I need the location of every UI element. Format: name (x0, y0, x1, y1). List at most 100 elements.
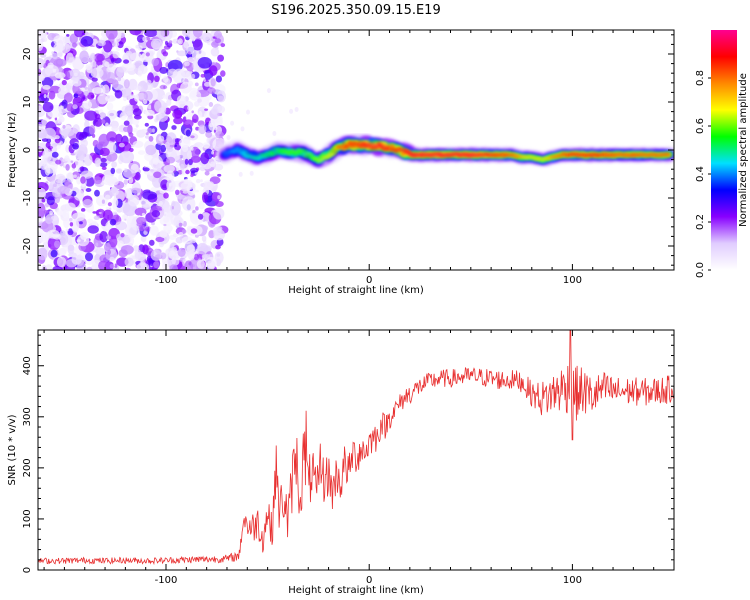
noise-speckle (172, 233, 179, 238)
noise-speckle (214, 30, 222, 39)
noise-speckle (92, 211, 97, 214)
noise-speckle (184, 61, 190, 67)
noise-speckle (130, 95, 134, 100)
noise-speckle (144, 227, 150, 232)
noise-speckle (166, 170, 175, 182)
noise-speckle (171, 257, 180, 266)
noise-speckle (145, 52, 150, 57)
noise-speckle (105, 194, 111, 200)
noise-speckle (199, 166, 206, 172)
noise-speckle (101, 199, 105, 204)
noise-speckle (73, 174, 77, 178)
colorbar-gradient (711, 30, 737, 270)
noise-speckle (149, 239, 155, 246)
noise-speckle (56, 209, 64, 216)
ridge-segment (319, 159, 324, 162)
noise-speckle (240, 126, 245, 132)
noise-speckle (99, 147, 110, 157)
noise-speckle (289, 108, 294, 114)
noise-speckle (72, 79, 82, 87)
noise-region (38, 30, 299, 270)
noise-speckle (118, 174, 123, 183)
spectrogram-x-tick-label: 100 (563, 275, 582, 286)
noise-speckle (168, 40, 173, 44)
noise-speckle (110, 167, 116, 175)
ridge-segment (400, 152, 405, 156)
noise-speckle (51, 151, 59, 158)
noise-speckle (101, 174, 114, 186)
ridge-segment (512, 154, 517, 157)
noise-speckle (132, 140, 144, 148)
noise-speckle (137, 70, 143, 77)
ridge-segment (327, 152, 332, 156)
ridge-segment (270, 152, 275, 156)
noise-speckle (66, 34, 70, 37)
noise-speckle (94, 113, 101, 120)
noise-speckle (85, 252, 93, 262)
noise-speckle (42, 37, 48, 42)
noise-speckle (41, 119, 48, 126)
noise-speckle (124, 267, 131, 270)
noise-speckle (38, 202, 46, 218)
ridge-segment (268, 151, 273, 155)
noise-speckle (112, 79, 119, 89)
noise-speckle (178, 179, 193, 192)
noise-speckle (128, 223, 137, 239)
ridge-segment (315, 158, 320, 161)
ridge-segment (345, 143, 351, 148)
noise-speckle (151, 128, 155, 133)
ridge-segment (403, 150, 407, 154)
noise-speckle (84, 154, 93, 166)
noise-speckle (67, 244, 75, 252)
noise-speckle (83, 100, 93, 110)
noise-speckle (47, 111, 51, 116)
noise-speckle (133, 114, 142, 120)
noise-speckle (216, 105, 226, 114)
noise-speckle (144, 109, 155, 117)
noise-speckle (71, 255, 82, 265)
noise-speckle (187, 51, 191, 55)
noise-speckle (111, 161, 117, 168)
noise-speckle (205, 257, 217, 269)
noise-speckle (197, 213, 204, 220)
ridge-segment (254, 156, 259, 159)
noise-speckle (78, 150, 85, 161)
noise-speckle (130, 52, 142, 61)
noise-speckle (211, 106, 219, 115)
noise-speckle (123, 126, 130, 132)
noise-speckle (159, 229, 168, 238)
ridge-segment (299, 152, 304, 156)
noise-speckle (79, 221, 83, 225)
noise-speckle (99, 230, 108, 243)
noise-speckle (55, 159, 62, 165)
noise-speckle (115, 221, 127, 231)
noise-speckle (200, 225, 209, 232)
noise-speckle (192, 39, 203, 51)
noise-speckle (123, 79, 130, 89)
noise-speckle (201, 235, 207, 242)
noise-speckle (87, 225, 99, 234)
noise-speckle (109, 218, 117, 226)
spectrogram-y-tick-label: -10 (22, 190, 33, 206)
noise-speckle (111, 125, 119, 132)
noise-speckle (109, 207, 112, 211)
ridge-segment (512, 153, 517, 157)
noise-speckle (148, 135, 154, 142)
noise-speckle (167, 147, 173, 153)
noise-speckle (159, 84, 168, 90)
noise-speckle (193, 113, 197, 119)
noise-speckle (107, 249, 111, 255)
ridge-segment (323, 156, 328, 159)
noise-speckle (101, 182, 105, 186)
noise-speckle (65, 52, 74, 65)
snr-y-ticks: 0 100 200 300 400 (22, 334, 674, 573)
noise-speckle (226, 135, 231, 140)
noise-speckle (215, 75, 222, 83)
noise-speckle (215, 244, 221, 250)
noise-speckle (134, 94, 140, 102)
noise-speckle (182, 190, 189, 194)
noise-speckle (105, 30, 118, 40)
snr-series-line (38, 330, 674, 566)
snr-x-ticks: -100 0 100 (43, 330, 675, 586)
noise-speckle (50, 215, 58, 221)
